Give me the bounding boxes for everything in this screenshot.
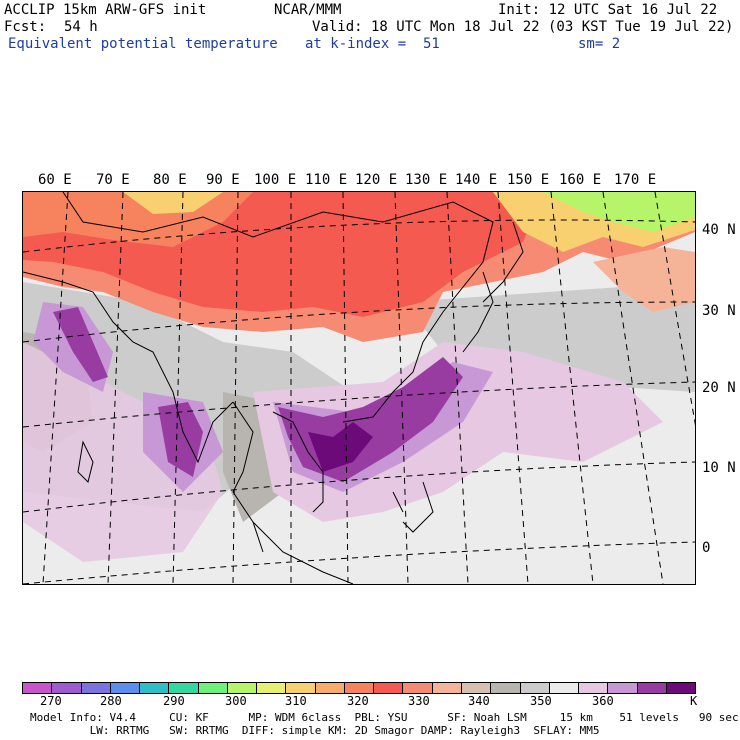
lon-label: 70 E [96, 172, 130, 188]
lon-label: 120 E [355, 172, 398, 188]
lat-label: 30 N [702, 303, 736, 319]
colorbar-tick: 340 [468, 694, 490, 708]
yellow-patch [123, 192, 223, 214]
colorbar-segment [344, 683, 375, 693]
grey-region-pacific [403, 282, 695, 392]
colorbar-tick: 320 [347, 694, 369, 708]
colorbar-tick: 300 [225, 694, 247, 708]
colorbar-tick: 270 [40, 694, 62, 708]
lon-label: 130 E [405, 172, 448, 188]
colorbar-segment [608, 683, 638, 693]
colorbar-tick: 280 [100, 694, 122, 708]
colorbar-tick: 290 [163, 694, 185, 708]
lon-label: 150 E [507, 172, 550, 188]
colorbar-tick: 360 [592, 694, 614, 708]
colorbar-segment [461, 683, 492, 693]
light-purple-region [23, 342, 223, 562]
colorbar-segment [315, 683, 345, 693]
colorbar-segment [579, 683, 609, 693]
institution-label: NCAR/MMM [274, 2, 342, 18]
lon-label: 170 E [614, 172, 657, 188]
colorbar-segment [637, 683, 667, 693]
forecast-label: Fcst: [4, 19, 47, 35]
salmon-region-ne [593, 247, 695, 312]
coastlines [23, 192, 524, 584]
colorbar-segment [23, 683, 53, 693]
lon-label: 110 E [305, 172, 348, 188]
lon-label: 140 E [455, 172, 498, 188]
dark-purple-core [158, 402, 203, 477]
colorbar-segment [52, 683, 82, 693]
lon-label: 60 E [38, 172, 72, 188]
colorbar-segment [491, 683, 521, 693]
colorbar-unit: K [690, 694, 698, 708]
model-info-line1: Model Info: V4.4 CU: KF MP: WDM 6class P… [30, 711, 739, 724]
lon-label: 90 E [206, 172, 240, 188]
graticule [23, 192, 695, 584]
colorbar-segment [110, 683, 141, 693]
model-title: ACCLIP 15km ARW-GFS init [4, 2, 207, 18]
lat-label: 40 N [702, 222, 736, 238]
model-info-line2: LW: RRTMG SW: RRTMG DIFF: simple KM: 2D … [30, 724, 600, 737]
lat-label: 10 N [702, 460, 736, 476]
colorbar-tick: 310 [285, 694, 307, 708]
theta-e-map [22, 191, 696, 585]
colorbar-segment [81, 683, 111, 693]
lon-label: 80 E [153, 172, 187, 188]
map-canvas [23, 192, 695, 584]
colorbar-segment [403, 683, 433, 693]
colorbar-segment [432, 683, 462, 693]
lon-label: 100 E [254, 172, 297, 188]
colorbar-segment [374, 683, 404, 693]
colorbar-tick: 350 [530, 694, 552, 708]
colorbar-segment [549, 683, 580, 693]
dark-purple-core [53, 307, 108, 382]
green-region-ne [543, 192, 695, 232]
colorbar-segment [520, 683, 550, 693]
colorbar-segment [257, 683, 287, 693]
colorbar-segment [666, 683, 696, 693]
lat-label: 20 N [702, 380, 736, 396]
valid-time: Valid: 18 UTC Mon 18 Jul 22 (03 KST Tue … [312, 19, 734, 35]
colorbar-segment [227, 683, 258, 693]
colorbar-segment [140, 683, 170, 693]
lat-label: 0 [702, 540, 711, 556]
level-label: at k-index = 51 [305, 36, 440, 52]
forecast-hour: 54 h [64, 19, 98, 35]
smoothing-label: sm= 2 [578, 36, 621, 52]
colorbar-segment [286, 683, 316, 693]
colorbar-tick: 330 [408, 694, 430, 708]
field-name: Equivalent potential temperature [8, 36, 278, 52]
colorbar-segment [198, 683, 228, 693]
init-time: Init: 12 UTC Sat 16 Jul 22 [498, 2, 718, 18]
darkest-purple-core [308, 422, 373, 472]
lon-label: 160 E [559, 172, 602, 188]
colorbar [22, 682, 696, 694]
colorbar-segment [169, 683, 199, 693]
